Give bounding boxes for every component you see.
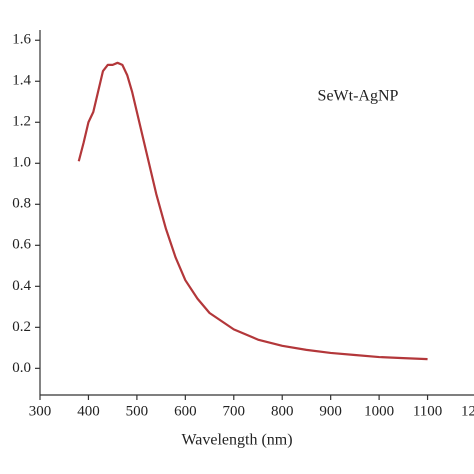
y-tick-label: 0.8 [12, 196, 31, 212]
y-tick-label: 1.0 [12, 155, 31, 171]
x-tick-label: 1100 [413, 403, 442, 419]
x-tick-label: 300 [29, 403, 52, 419]
x-axis-label: Wavelength (nm) [181, 432, 292, 449]
y-tick-label: 0.2 [12, 319, 31, 335]
x-tick-label: 1200 [461, 403, 474, 419]
y-tick-label: 1.2 [12, 114, 31, 130]
y-tick-label: 1.6 [12, 32, 31, 48]
y-tick-label: 0.4 [12, 278, 31, 294]
x-tick-label: 700 [223, 403, 246, 419]
x-tick-label: 800 [271, 403, 294, 419]
spectrum-line [77, 61, 428, 361]
x-tick-label: 500 [126, 403, 149, 419]
x-tick-label: 400 [77, 403, 100, 419]
x-tick-label: 900 [319, 403, 342, 419]
x-tick-label: 600 [174, 403, 197, 419]
y-tick-label: 0.6 [12, 237, 31, 253]
annotation: SeWt-AgNP [318, 88, 399, 105]
y-tick-label: 1.4 [12, 73, 31, 89]
x-tick-label: 1000 [364, 403, 394, 419]
y-tick-label: 0.0 [12, 360, 31, 376]
